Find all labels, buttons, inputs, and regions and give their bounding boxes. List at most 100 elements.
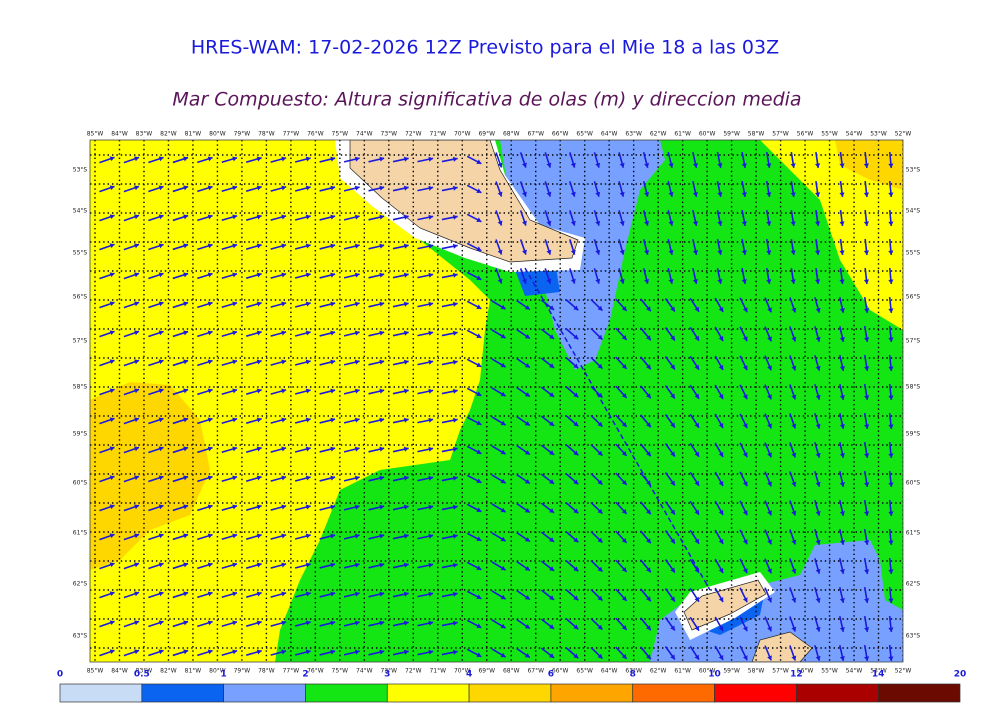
wave-arrow <box>590 559 604 573</box>
wave-arrow <box>491 416 507 426</box>
wave-arrow <box>123 504 140 512</box>
arrow-head <box>476 623 482 629</box>
wave-arrow <box>815 267 821 285</box>
wave-arrow <box>540 386 555 398</box>
wave-arrow <box>692 210 698 226</box>
wave-arrow <box>516 473 531 485</box>
wave-arrow <box>123 359 140 367</box>
arrow-head <box>524 478 530 484</box>
arrow-head <box>524 304 530 310</box>
lon-label: 81°W <box>185 668 202 675</box>
wave-arrow <box>245 359 262 366</box>
wave-arrow <box>221 475 238 483</box>
arrow-head <box>256 301 262 307</box>
wave-arrow <box>270 330 287 337</box>
wave-arrow <box>99 591 115 599</box>
wave-arrow <box>764 471 772 487</box>
arrow-head <box>791 481 797 487</box>
wave-arrow <box>888 209 894 227</box>
wave-arrow <box>764 558 772 574</box>
wave-arrow <box>270 214 287 221</box>
arrow-head <box>452 301 458 307</box>
wave-arrow <box>466 329 482 339</box>
arrow-head <box>330 359 336 365</box>
arrow-head <box>524 623 530 629</box>
wave-arrow <box>368 301 385 308</box>
wave-arrow <box>569 152 576 168</box>
wave-arrow <box>639 646 652 660</box>
arrow-head <box>717 163 723 168</box>
arrow-head <box>281 214 287 220</box>
wave-arrow <box>319 185 336 192</box>
arrow-head <box>183 649 189 655</box>
arrow-head <box>718 306 724 312</box>
wave-arrow <box>888 615 894 633</box>
arrow-head <box>864 569 870 574</box>
arrow-head <box>597 595 603 601</box>
wave-arrow <box>343 475 360 482</box>
arrow-head <box>158 417 164 423</box>
wave-arrow <box>466 503 482 513</box>
arrow-head <box>815 250 821 255</box>
wave-arrow <box>148 214 164 222</box>
arrow-head <box>207 446 213 452</box>
arrow-head <box>500 536 506 542</box>
wave-arrow <box>642 152 650 168</box>
wave-arrow <box>863 615 870 633</box>
arrow-head <box>742 336 748 342</box>
arrow-head <box>281 330 287 336</box>
lon-label: 76°W <box>307 668 324 675</box>
arrow-head <box>791 452 797 458</box>
wave-arrow <box>495 181 503 197</box>
arrow-head <box>549 363 555 368</box>
arrow-head <box>741 192 747 197</box>
wave-arrow <box>642 268 650 284</box>
arrow-head <box>549 566 555 571</box>
wave-arrow <box>540 444 555 456</box>
arrow-head <box>207 388 213 394</box>
wave-arrow <box>392 533 409 540</box>
wave-arrow <box>466 358 482 368</box>
wave-arrow <box>123 272 140 280</box>
arrow-head <box>476 449 482 455</box>
wave-arrow <box>739 529 748 545</box>
wave-arrow <box>99 388 115 396</box>
wave-arrow <box>565 589 579 601</box>
arrow-head <box>330 185 336 191</box>
arrow-head <box>500 420 506 426</box>
colorbar-swatch <box>59 683 143 703</box>
wave-arrow <box>569 181 576 197</box>
arrow-head <box>815 336 821 342</box>
arrow-head <box>158 562 164 568</box>
wave-arrow <box>491 503 507 513</box>
wave-arrow <box>441 620 458 627</box>
arrow-head <box>717 250 723 255</box>
lat-label: 61°S <box>906 530 921 537</box>
wave-arrow <box>197 359 213 367</box>
wave-arrow <box>739 587 748 603</box>
wave-arrow <box>516 386 531 398</box>
wave-arrow <box>319 156 336 163</box>
arrow-head <box>403 185 409 191</box>
arrow-head <box>692 192 698 197</box>
wave-arrow <box>245 243 262 250</box>
arrow-head <box>305 591 311 597</box>
lat-label: 54°S <box>906 208 921 215</box>
wave-arrow <box>319 214 336 221</box>
arrow-head <box>281 156 287 162</box>
wave-arrow <box>789 326 797 342</box>
colorbar-label: 6 <box>548 670 554 680</box>
arrow-head <box>621 450 627 456</box>
wave-arrow <box>172 330 189 338</box>
wave-arrow <box>639 559 652 573</box>
arrow-head <box>570 249 576 255</box>
wave-arrow <box>417 649 434 656</box>
arrow-head <box>232 388 238 394</box>
arrow-head <box>232 504 238 510</box>
arrow-head <box>379 388 385 394</box>
arrow-head <box>524 362 530 368</box>
arrow-head <box>644 249 650 255</box>
arrow-head <box>597 653 603 659</box>
wave-arrow <box>838 413 845 429</box>
wave-arrow <box>466 155 482 165</box>
